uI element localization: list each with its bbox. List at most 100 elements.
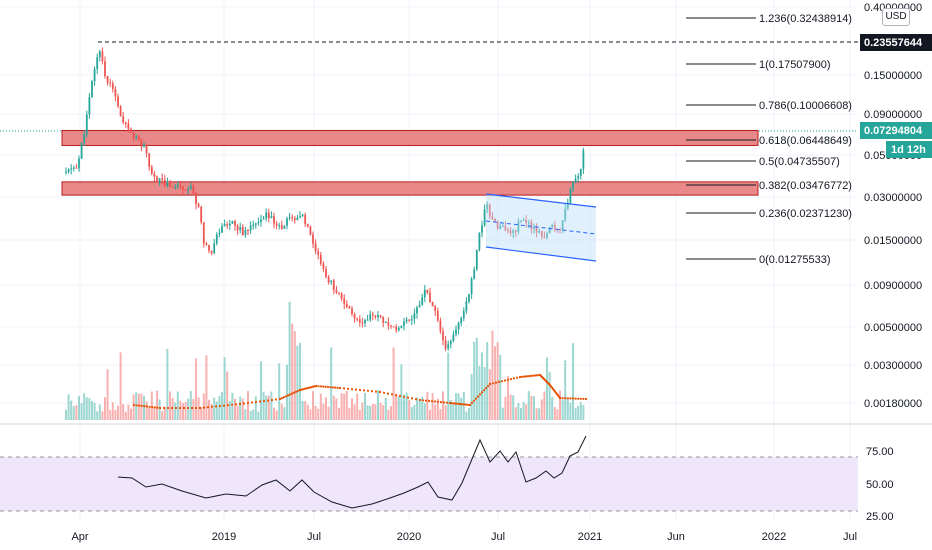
candle-body	[553, 224, 556, 230]
volume-bar	[145, 401, 148, 420]
volume-bar	[371, 403, 374, 420]
volume-bar	[413, 404, 416, 420]
volume-bar	[473, 341, 476, 420]
volume-bar	[218, 396, 221, 420]
candle-body	[421, 297, 424, 306]
candle-body	[348, 306, 351, 309]
volume-bar	[283, 407, 286, 420]
ath-tag	[860, 34, 932, 51]
candle-body	[530, 222, 533, 230]
candle-body	[312, 234, 314, 244]
volume-bar	[533, 396, 535, 420]
volume-bar	[525, 404, 528, 420]
volume-bar	[509, 394, 512, 420]
candle-body	[215, 234, 218, 244]
volume-ma-dot	[148, 405, 151, 408]
volume-ma-dot	[482, 389, 486, 392]
currency-button[interactable]: USD	[882, 8, 910, 26]
candle-body	[88, 96, 91, 115]
x-tick-label: 2020	[397, 531, 421, 543]
y-tick-label: 0.00500000	[864, 322, 922, 334]
fib-label: 0.5(0.04735507)	[759, 156, 840, 168]
candle-body	[353, 313, 356, 319]
candle-body	[319, 254, 322, 264]
candle-body	[75, 167, 78, 169]
volume-bar	[356, 393, 359, 420]
volume-bar	[124, 411, 127, 420]
volume-ma-dot	[486, 385, 490, 388]
volume-ma-dot	[284, 395, 288, 398]
volume-bar	[436, 398, 439, 420]
volume-ma-dot	[462, 403, 466, 406]
volume-bar	[161, 411, 164, 420]
candle-body	[377, 315, 379, 318]
volume-bar	[514, 407, 517, 420]
volume-bar	[390, 406, 392, 420]
candle-body	[543, 236, 546, 238]
volume-bar	[538, 408, 541, 420]
volume-bar	[169, 391, 171, 420]
volume-ma-dot	[326, 385, 330, 389]
candle-body	[442, 331, 444, 341]
x-tick-label: Jul	[491, 531, 505, 543]
volume-bar	[442, 391, 444, 420]
candle-body	[496, 221, 499, 229]
volume-ma-dot	[390, 393, 394, 396]
volume-bar	[166, 348, 169, 420]
fib-label: 1.236(0.32438914)	[759, 13, 852, 25]
volume-bar	[192, 398, 195, 420]
candle-body	[301, 214, 304, 217]
volume-ma-dot	[151, 406, 154, 409]
volume-bar	[104, 397, 106, 420]
volume-ma-dot	[358, 388, 362, 392]
candle-body	[101, 51, 104, 62]
candle-body	[478, 232, 481, 250]
volume-bar	[382, 405, 385, 420]
candle-body	[122, 116, 125, 123]
volume-bar	[496, 342, 499, 420]
candle-body	[538, 231, 541, 233]
volume-bar	[369, 405, 372, 420]
candle-body	[93, 68, 96, 82]
volume-ma-dot	[497, 380, 501, 383]
candle-body	[475, 249, 478, 270]
volume-bar	[195, 358, 197, 420]
volume-ma-dot	[153, 406, 156, 409]
volume-bar	[527, 390, 530, 420]
volume-bar	[548, 371, 551, 420]
volume-ma-dot	[342, 387, 346, 390]
volume-bar	[137, 393, 140, 420]
volume-bar	[111, 402, 114, 420]
x-tick-label: Apr	[71, 531, 88, 543]
volume-ma-dot	[158, 406, 162, 410]
volume-bar	[239, 396, 242, 420]
volume-bar	[122, 404, 125, 420]
candle-body	[504, 226, 507, 230]
candle-body	[465, 301, 468, 312]
volume-ma-dot	[579, 397, 582, 400]
volume-bar	[465, 411, 468, 420]
candle-body	[176, 184, 179, 187]
volume-bar	[228, 401, 231, 420]
volume-bar	[481, 352, 483, 420]
volume-bar	[439, 409, 442, 420]
volume-ma-dot	[500, 380, 504, 383]
volume-bar	[504, 396, 507, 420]
volume-bar	[75, 405, 78, 420]
volume-bar	[286, 364, 288, 420]
candle-body	[473, 269, 476, 279]
candle-body	[572, 182, 574, 190]
volume-bar	[343, 393, 346, 420]
candle-body	[267, 212, 270, 219]
candle-body	[470, 278, 473, 295]
volume-bar	[470, 373, 473, 420]
volume-bar	[335, 398, 338, 420]
volume-bar	[143, 395, 145, 420]
volume-bar	[65, 409, 67, 420]
candle-body	[499, 226, 502, 229]
channel-lower	[485, 246, 597, 262]
volume-bar	[265, 395, 268, 420]
candle-body	[278, 225, 281, 227]
volume-ma-dot	[394, 394, 398, 397]
